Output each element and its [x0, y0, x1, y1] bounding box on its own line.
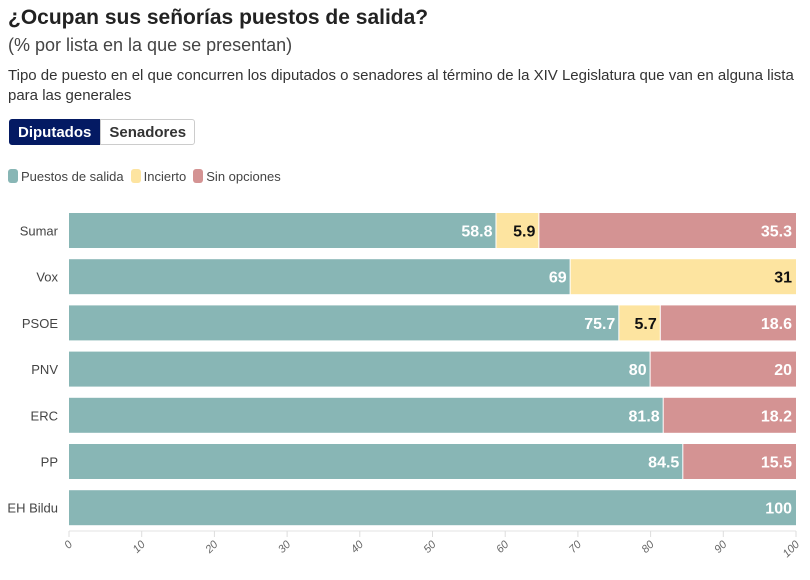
data-label: 80: [629, 362, 647, 379]
bar-segment: [69, 213, 496, 248]
data-label: 18.6: [761, 316, 792, 333]
bar-segment: [663, 397, 796, 433]
x-tick-label: 40: [349, 538, 367, 556]
bar-segment: [69, 490, 796, 526]
data-label: 84.5: [648, 455, 679, 472]
legend-item-sin-opciones: Sin opciones: [193, 169, 281, 184]
data-label: 5.7: [635, 316, 657, 333]
bar-segment: [683, 444, 796, 479]
tab-diputados[interactable]: Diputados: [9, 119, 101, 145]
data-label: 35.3: [761, 224, 792, 241]
legend-label: Sin opciones: [206, 169, 281, 184]
x-tick-label: 90: [712, 538, 730, 556]
legend-label: Incierto: [143, 169, 187, 184]
bar-segment: [660, 305, 796, 341]
data-label: 75.7: [584, 316, 615, 333]
data-label: 69: [549, 270, 567, 287]
category-label: EH Bildu: [7, 501, 58, 516]
x-tick-label: 10: [131, 538, 149, 556]
bar-segment: [69, 305, 619, 341]
x-tick-label: 0: [62, 538, 75, 551]
x-tick-label: 80: [640, 538, 658, 556]
legend-swatch: [8, 169, 18, 183]
data-label: 81.8: [629, 408, 660, 425]
x-tick-label: 30: [276, 538, 294, 556]
category-label: PP: [41, 455, 58, 470]
legend-item-puestos: Puestos de salida: [8, 169, 124, 184]
bar-segment: [69, 259, 570, 295]
x-tick-label: 20: [203, 538, 221, 556]
category-label: Vox: [36, 270, 58, 285]
chart-title: ¿Ocupan sus señorías puestos de salida?: [8, 6, 429, 29]
category-label: PNV: [31, 362, 58, 377]
category-label: Sumar: [20, 224, 59, 239]
legend: Puestos de salida Incierto Sin opciones: [8, 169, 281, 184]
category-label: ERC: [31, 408, 58, 423]
category-label: PSOE: [22, 316, 58, 331]
legend-item-incierto: Incierto: [130, 169, 187, 184]
bar-segment: [69, 351, 650, 387]
bar-segment: [539, 213, 796, 248]
legend-swatch: [130, 169, 141, 183]
x-tick-label: 100: [781, 538, 803, 560]
x-tick-label: 70: [567, 538, 585, 556]
bar-segment: [69, 397, 663, 433]
bar-segment: [570, 259, 796, 295]
bar-segment: [650, 351, 796, 387]
tab-senadores[interactable]: Senadores: [100, 119, 196, 145]
data-label: 18.2: [761, 408, 792, 425]
chart-description: Tipo de puesto en el que concurren los d…: [8, 67, 794, 104]
data-label: 15.5: [761, 455, 792, 472]
chamber-tabs: Diputados Senadores: [9, 119, 196, 145]
data-label: 5.9: [513, 224, 535, 241]
legend-label: Puestos de salida: [21, 169, 124, 184]
legend-swatch: [193, 169, 204, 183]
x-tick-label: 50: [421, 538, 439, 556]
bar-segment: [69, 444, 683, 479]
chart-subtitle: (% por lista en la que se presentan): [8, 35, 293, 55]
x-tick-label: 60: [494, 538, 512, 556]
data-label: 31: [774, 270, 792, 287]
bar-segment: [496, 213, 539, 248]
data-label: 20: [774, 362, 792, 379]
bar-segment: [619, 305, 660, 341]
data-label: 100: [765, 501, 792, 518]
data-label: 58.8: [461, 224, 492, 241]
